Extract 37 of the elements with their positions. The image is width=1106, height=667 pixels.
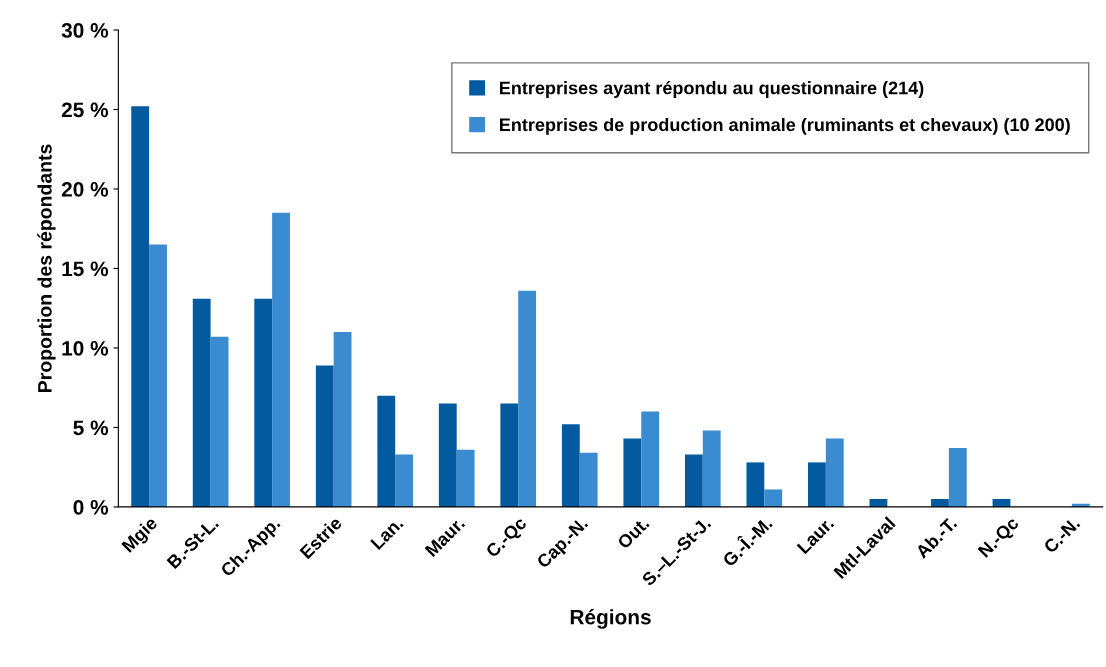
bar xyxy=(825,438,844,507)
bar xyxy=(149,244,167,507)
y-tick-label: 5 % xyxy=(73,420,109,436)
y-axis-title: Proportion des répondants xyxy=(37,144,56,392)
bar xyxy=(500,403,519,507)
bar xyxy=(764,489,783,507)
y-tick-label: 25 % xyxy=(61,102,109,118)
bar xyxy=(333,332,352,507)
bar xyxy=(561,424,580,507)
y-tick-label: 20 % xyxy=(61,181,109,197)
x-axis-title: Régions xyxy=(570,609,651,629)
bar xyxy=(579,452,598,507)
x-tick-label: Lan. xyxy=(370,516,404,551)
bar xyxy=(395,454,414,507)
bar xyxy=(641,411,660,507)
legend-label: Entreprises ayant répondu au questionnaire (214) xyxy=(500,80,924,98)
bar xyxy=(948,448,967,507)
bar xyxy=(518,290,537,507)
bar xyxy=(808,462,826,507)
y-tick-label: 30 % xyxy=(61,23,109,38)
bar xyxy=(272,212,290,507)
bar xyxy=(438,403,457,507)
bar xyxy=(684,454,703,507)
bar xyxy=(746,462,765,507)
bar xyxy=(254,298,273,507)
bar xyxy=(131,106,150,507)
bar xyxy=(210,336,229,507)
bar xyxy=(377,395,396,507)
y-tick-label: 10 % xyxy=(62,340,109,356)
bar xyxy=(456,449,475,507)
bar xyxy=(702,430,721,507)
legend-label: Entreprises de production animale (ruminants et chevaux) (10 200) xyxy=(500,117,1070,135)
bar xyxy=(192,298,211,507)
bar xyxy=(623,438,642,507)
bar xyxy=(315,365,334,507)
y-tick-label: 0 % xyxy=(73,499,109,515)
y-tick-label: 15 % xyxy=(62,261,109,277)
